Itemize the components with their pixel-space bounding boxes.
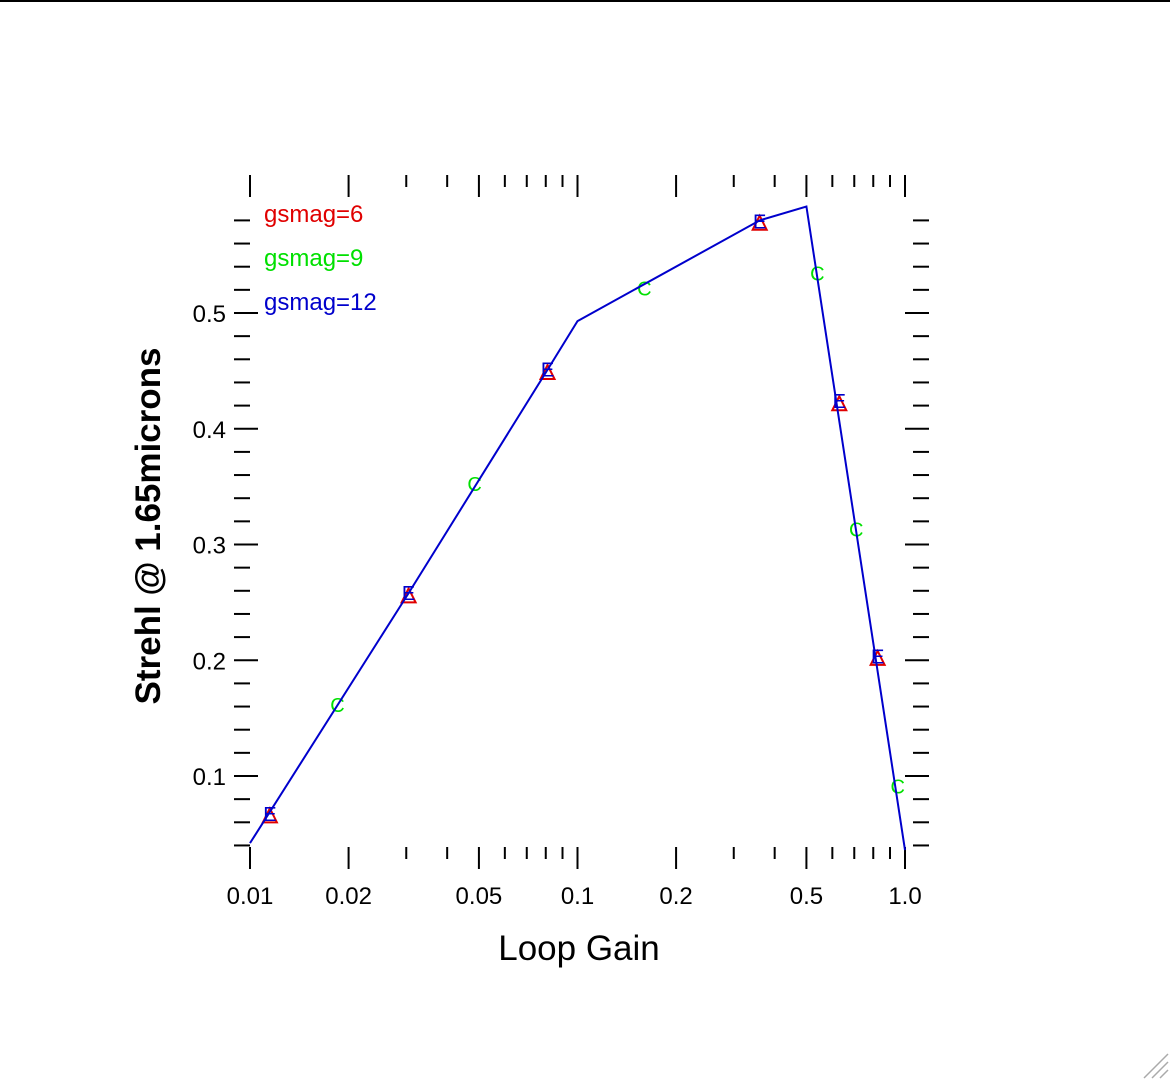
legend-entry: gsmag=6 (264, 201, 363, 228)
series-3: E E E E E E (249, 205, 906, 851)
data-point-marker: E (402, 583, 415, 605)
y-tick-label: 0.3 (193, 533, 226, 560)
resize-grip-icon[interactable] (1140, 1050, 1170, 1080)
window-top-border (0, 0, 1170, 2)
y-axis-label: Strehl @ 1.65microns (129, 347, 168, 704)
x-tick-label: 0.1 (561, 883, 594, 910)
x-tick-label: 0.5 (790, 883, 823, 910)
data-point-marker: E (541, 360, 554, 382)
x-axis-label: Loop Gain (498, 929, 660, 968)
x-tick-label: 0.02 (325, 883, 372, 910)
y-tick-label: 0.5 (193, 301, 226, 328)
x-tick-label: 1.0 (888, 883, 921, 910)
legend: gsmag=6 gsmag=9 gsmag=12 (264, 201, 377, 316)
data-point-marker: E (871, 647, 884, 669)
axis-tick-labels: 0.01 0.02 0.05 0.1 0.2 0.5 1.0 0.1 0.2 0.3 0.4 0.5 (193, 301, 922, 910)
data-point-marker: E (753, 211, 766, 233)
data-point-marker: C (890, 776, 904, 798)
x-tick-label: 0.2 (659, 883, 692, 910)
data-point-marker: C (637, 279, 651, 301)
data-point-marker: E (833, 391, 846, 413)
y-tick-label: 0.1 (193, 764, 226, 791)
y-tick-label: 0.2 (193, 648, 226, 675)
data-point-marker (538, 362, 557, 381)
data-point-marker (399, 586, 418, 604)
data-point-marker (261, 806, 279, 824)
x-tick-label: 0.01 (227, 883, 274, 910)
legend-entry: gsmag=12 (264, 289, 377, 316)
axis-ticks (234, 175, 929, 869)
y-tick-label: 0.4 (193, 417, 226, 444)
x-tick-label: 0.05 (456, 883, 503, 910)
series-line (249, 205, 906, 851)
data-point-marker: E (263, 804, 276, 826)
legend-entry: gsmag=9 (264, 245, 363, 272)
